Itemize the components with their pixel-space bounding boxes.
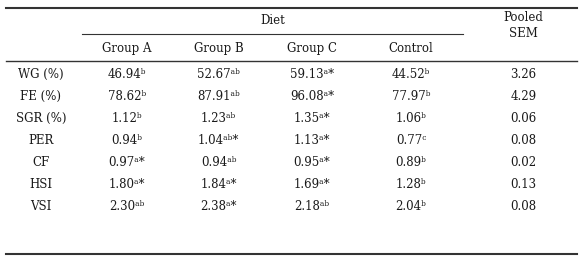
Text: 0.77ᶜ: 0.77ᶜ (396, 134, 426, 147)
Text: 52.67ᵃᵇ: 52.67ᵃᵇ (197, 68, 240, 81)
Text: 46.94ᵇ: 46.94ᵇ (107, 68, 146, 81)
Text: 1.35ᵃ*: 1.35ᵃ* (294, 112, 330, 125)
Text: 96.08ᵃ*: 96.08ᵃ* (290, 90, 334, 103)
Text: 1.06ᵇ: 1.06ᵇ (396, 112, 426, 125)
Text: 2.30ᵃᵇ: 2.30ᵃᵇ (109, 200, 145, 213)
Text: 0.08: 0.08 (510, 134, 536, 147)
Text: 0.08: 0.08 (510, 200, 536, 213)
Text: 0.06: 0.06 (510, 112, 536, 125)
Text: 0.94ᵃᵇ: 0.94ᵃᵇ (201, 156, 236, 169)
Text: 2.38ᵃ*: 2.38ᵃ* (201, 200, 237, 213)
Text: Group A: Group A (102, 42, 152, 54)
Text: 77.97ᵇ: 77.97ᵇ (392, 90, 430, 103)
Text: 1.28ᵇ: 1.28ᵇ (396, 178, 426, 191)
Text: PER: PER (28, 134, 54, 147)
Text: Control: Control (389, 42, 433, 54)
Text: 0.02: 0.02 (510, 156, 536, 169)
Text: 1.23ᵃᵇ: 1.23ᵃᵇ (201, 112, 236, 125)
Text: 4.29: 4.29 (510, 90, 536, 103)
Text: 1.13ᵃ*: 1.13ᵃ* (294, 134, 330, 147)
Text: 3.26: 3.26 (510, 68, 536, 81)
Text: 1.12ᵇ: 1.12ᵇ (111, 112, 142, 125)
Text: 0.94ᵇ: 0.94ᵇ (111, 134, 142, 147)
Text: 87.91ᵃᵇ: 87.91ᵃᵇ (197, 90, 240, 103)
Text: Diet: Diet (260, 14, 285, 27)
Text: Group C: Group C (287, 42, 337, 54)
Text: VSI: VSI (30, 200, 51, 213)
Text: Pooled
SEM: Pooled SEM (503, 12, 543, 40)
Text: 0.89ᵇ: 0.89ᵇ (396, 156, 426, 169)
Text: 2.18ᵃᵇ: 2.18ᵃᵇ (294, 200, 329, 213)
Text: 78.62ᵇ: 78.62ᵇ (108, 90, 146, 103)
Text: 0.13: 0.13 (510, 178, 536, 191)
Text: CF: CF (32, 156, 50, 169)
Text: 1.84ᵃ*: 1.84ᵃ* (201, 178, 237, 191)
Text: Group B: Group B (194, 42, 244, 54)
Text: 0.97ᵃ*: 0.97ᵃ* (108, 156, 145, 169)
Text: 1.69ᵃ*: 1.69ᵃ* (294, 178, 330, 191)
Text: 2.04ᵇ: 2.04ᵇ (396, 200, 426, 213)
Text: 0.95ᵃ*: 0.95ᵃ* (293, 156, 331, 169)
Text: 59.13ᵃ*: 59.13ᵃ* (290, 68, 334, 81)
Text: FE (%): FE (%) (20, 90, 61, 103)
Text: HSI: HSI (29, 178, 52, 191)
Text: SGR (%): SGR (%) (16, 112, 66, 125)
Text: 44.52ᵇ: 44.52ᵇ (392, 68, 430, 81)
Text: 1.80ᵃ*: 1.80ᵃ* (108, 178, 145, 191)
Text: WG (%): WG (%) (18, 68, 64, 81)
Text: 1.04ᵃᵇ*: 1.04ᵃᵇ* (198, 134, 239, 147)
